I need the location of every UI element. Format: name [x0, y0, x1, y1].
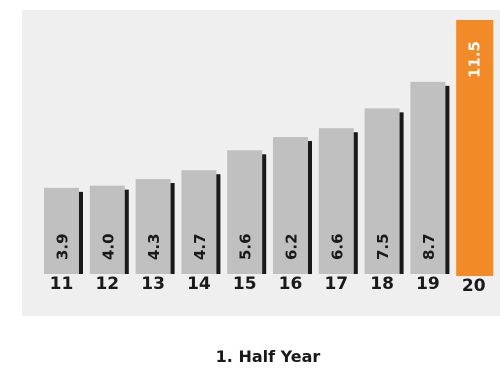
- bar-20: 11.5: [456, 20, 494, 276]
- bar-14: 4.7: [181, 170, 221, 274]
- bar-value-label: 7.5: [374, 233, 392, 260]
- bar-rect: [318, 128, 354, 274]
- bar-value-label: 4.7: [191, 233, 209, 260]
- bar-value-label: 4.3: [145, 233, 163, 260]
- x-tick-label: 13: [141, 274, 165, 294]
- bar-rect: [364, 108, 400, 274]
- bar-value-label: 3.9: [54, 233, 72, 260]
- bar-19: 8.7: [410, 81, 450, 274]
- bar-rect: [181, 170, 217, 274]
- bar-rect: [456, 20, 494, 276]
- bar-15: 5.6: [227, 150, 267, 274]
- bar-rect: [44, 187, 79, 274]
- bar-16: 6.2: [273, 137, 312, 274]
- bar-rect: [227, 150, 263, 274]
- x-tick-labels: 11 12 13 14 15 16 17 18 19 20: [50, 274, 486, 296]
- bar-17: 6.6: [318, 128, 358, 274]
- bar-rect: [89, 185, 125, 274]
- bar-value-label: 6.2: [283, 233, 301, 260]
- x-tick-label: 16: [279, 274, 303, 294]
- x-tick-label: 19: [416, 274, 440, 294]
- bar-rect: [135, 179, 171, 274]
- bar-value-label: 5.6: [237, 233, 255, 260]
- bar-13: 4.3: [135, 179, 175, 274]
- bar-11: 3.9: [44, 187, 83, 274]
- bar-rect: [410, 81, 446, 274]
- x-tick-label: 18: [370, 274, 394, 294]
- bar-12: 4.0: [89, 185, 129, 274]
- x-tick-label: 12: [95, 274, 119, 294]
- bar-value-label: 6.6: [328, 233, 346, 260]
- bar-value-label: 11.5: [466, 41, 484, 78]
- bar-value-label: 8.7: [420, 233, 438, 260]
- bar-rect: [273, 137, 308, 274]
- x-tick-label: 17: [324, 274, 348, 294]
- bars-group: 3.9 4.0 4.3 4.7 5.6 6.2 6.6 7.5 8.7 11.5: [44, 20, 494, 276]
- x-tick-label: 15: [233, 274, 257, 294]
- x-tick-label: 14: [187, 274, 211, 294]
- bar-value-label: 4.0: [99, 233, 117, 260]
- bar-18: 7.5: [364, 108, 404, 274]
- x-axis-label: 1. Half Year: [216, 347, 321, 366]
- x-tick-label: 20: [462, 276, 486, 296]
- x-tick-label: 11: [50, 274, 74, 294]
